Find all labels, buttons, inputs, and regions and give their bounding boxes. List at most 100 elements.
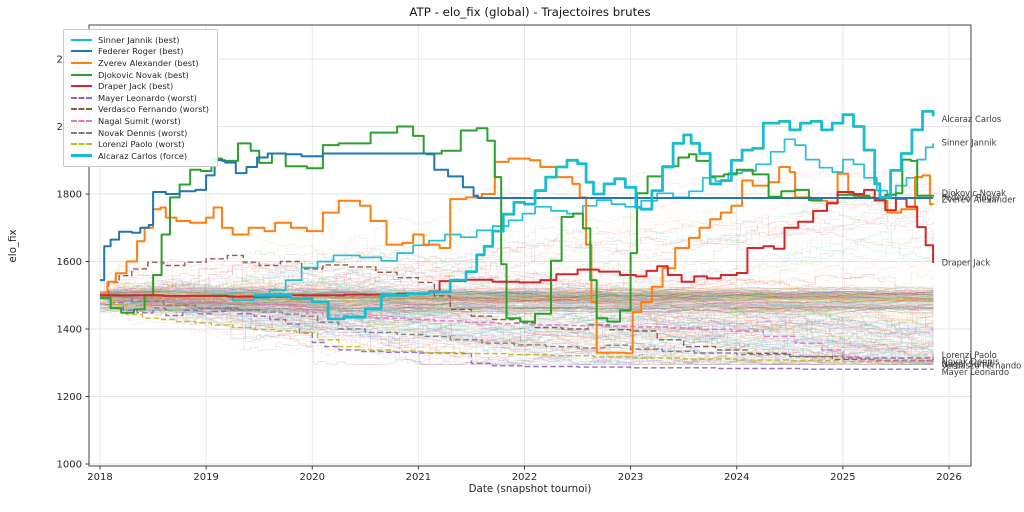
background-trajectory [693,289,930,310]
background-trajectory [100,275,934,310]
legend-line-swatch [71,61,92,64]
background-trajectory [409,291,934,330]
background-trajectory [684,306,934,312]
background-trajectory [100,284,934,365]
background-trajectory [363,249,569,301]
background-trajectory [100,283,934,327]
legend-label: Djokovic Novak (best) [98,69,189,80]
background-trajectory [700,293,934,333]
background-trajectory [394,290,934,299]
background-trajectory [100,294,934,365]
background-trajectory [100,294,934,365]
background-trajectory [100,293,934,365]
background-trajectory [100,293,934,321]
end-label-djokovic-novak: Djokovic Novak [942,188,1007,198]
background-trajectory [552,286,934,329]
background-trajectory [657,294,934,347]
background-trajectory [100,295,934,303]
legend-item-sinner-jannik: Sinner Jannik (best) [71,34,209,46]
y-axis-label: elo_fix [7,229,19,263]
background-trajectory [446,242,934,298]
background-trajectory [100,288,621,365]
background-trajectory [100,278,934,365]
end-label-sinner-jannik: Sinner Jannik [942,137,997,147]
highlighted-series [100,109,935,370]
background-trajectory [100,269,630,322]
background-trajectory [100,270,934,336]
background-trajectory [100,300,934,310]
background-trajectory [100,289,934,365]
background-trajectory [186,276,882,341]
legend-line-swatch [71,73,92,76]
background-trajectory [100,255,934,320]
background-trajectory [635,287,934,332]
background-trajectory [626,289,934,328]
background-trajectory [100,288,934,296]
background-trajectory [100,294,934,365]
background-trajectory [100,229,934,303]
end-label-draper-jack: Draper Jack [942,258,991,268]
legend-line-swatch [71,108,92,111]
background-trajectory [100,294,934,365]
background-trajectory [100,207,934,320]
legend-label: Lorenzi Paolo (worst) [98,139,185,150]
background-trajectory [416,291,934,299]
series-novak-dennis [100,294,934,361]
background-trajectory [100,299,934,309]
end-label-lorenzi-paolo: Lorenzi Paolo [942,350,997,360]
background-trajectory [616,301,839,306]
y-tick-label: 1000 [57,459,82,470]
y-tick-label: 1400 [57,324,82,335]
end-label-verdasco-fernando: Verdasco Fernando [942,360,1022,370]
background-trajectory [621,257,934,309]
background-trajectory [100,307,881,314]
series-federer-roger [100,152,934,282]
x-tick-label: 2023 [618,472,643,483]
background-trajectory [117,303,934,312]
background-trajectory [100,287,934,297]
background-trajectory [100,254,934,311]
background-trajectory [100,289,934,299]
legend-item-nagal-sumit: Nagal Sumit (worst) [71,115,209,127]
background-trajectory [633,292,882,299]
background-trajectory [100,213,934,296]
legend-label: Verdasco Fernando (worst) [98,104,209,115]
background-trajectory [100,294,159,306]
end-label-nagal-sumit: Nagal Sumit [942,359,994,369]
x-tick-label: 2020 [300,472,325,483]
background-trajectory [112,280,934,351]
background-trajectory [100,293,752,342]
background-trajectory [222,305,934,313]
background-trajectory [100,274,934,340]
background-trajectory [100,290,934,300]
legend-label: Zverev Alexander (best) [98,57,199,68]
background-trajectory [100,187,934,311]
x-tick-label: 2019 [193,472,218,483]
background-trajectory [100,255,934,314]
background-trajectory [638,292,934,349]
legend-item-novak-dennis: Novak Dennis (worst) [71,127,209,139]
background-trajectory [100,287,870,295]
background-trajectory [577,291,934,348]
background-trajectory [100,284,632,352]
background-trajectory [100,218,934,303]
background-trajectory [100,263,375,300]
background-trajectory [438,289,934,320]
x-tick-label: 2022 [512,472,537,483]
background-trajectory [100,285,934,360]
background-trajectory [100,254,934,299]
background-trajectory [100,263,448,307]
legend-item-federer-roger: Federer Roger (best) [71,46,209,58]
background-trajectory [100,301,934,309]
background-trajectory [250,290,924,356]
background-trajectory [100,299,488,306]
legend-line-swatch [71,38,92,41]
background-trajectory [100,293,934,365]
background-trajectory [179,293,659,339]
legend-label: Draper Jack (best) [98,81,174,92]
background-trajectory [334,294,934,352]
background-trajectory [100,281,463,334]
series-sinner-jannik [211,138,934,302]
end-label-federer-roger: Federer Roger [942,192,1002,202]
